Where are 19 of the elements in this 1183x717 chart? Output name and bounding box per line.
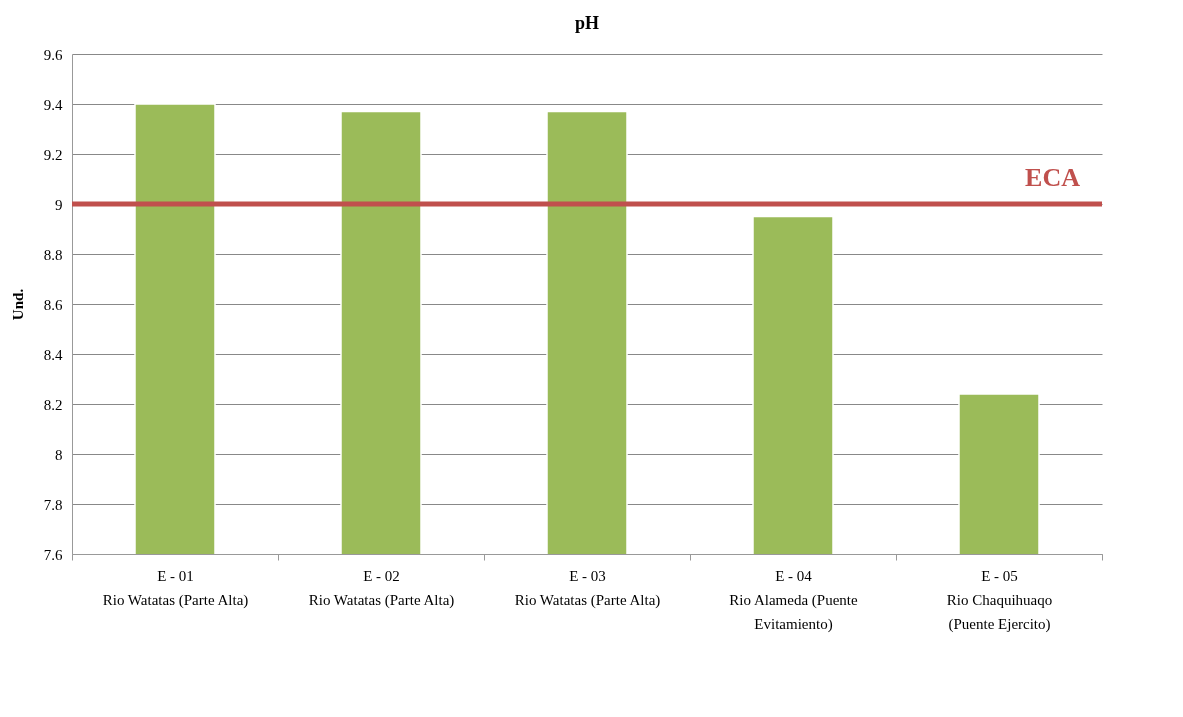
y-tick-label: 9.2: [43, 146, 63, 163]
y-tick-label: 9: [55, 196, 63, 213]
y-tick-label: 9.4: [43, 96, 63, 113]
x-tick-label: E - 05 Rio Chaquihuaqo (Puente Ejercito): [946, 567, 1053, 633]
chart-title: pH: [574, 13, 600, 33]
y-tick-label: 8.2: [43, 396, 63, 413]
y-tick-label: 8.8: [43, 246, 63, 263]
y-tick-label: 7.8: [43, 496, 63, 513]
y-tick-label: 8.4: [43, 346, 63, 363]
y-tick-label: 9.6: [43, 46, 63, 63]
x-tick-label: E - 02 Rio Watatas (Parte Alta): [308, 567, 455, 609]
y-tick-label: 7.6: [43, 546, 63, 563]
ref-line-label: ECA: [1025, 163, 1081, 192]
y-tick-label: 8.6: [43, 296, 63, 313]
x-tick-label: E - 01 Rio Watatas (Parte Alta): [102, 567, 249, 609]
y-axis-title: Und.: [9, 288, 26, 321]
x-tick-label: E - 04 Rio Alameda (Puente Evitamiento): [729, 567, 858, 633]
y-tick-label: 8: [55, 446, 63, 463]
x-tick-label: E - 03 Rio Watatas (Parte Alta): [514, 567, 661, 609]
